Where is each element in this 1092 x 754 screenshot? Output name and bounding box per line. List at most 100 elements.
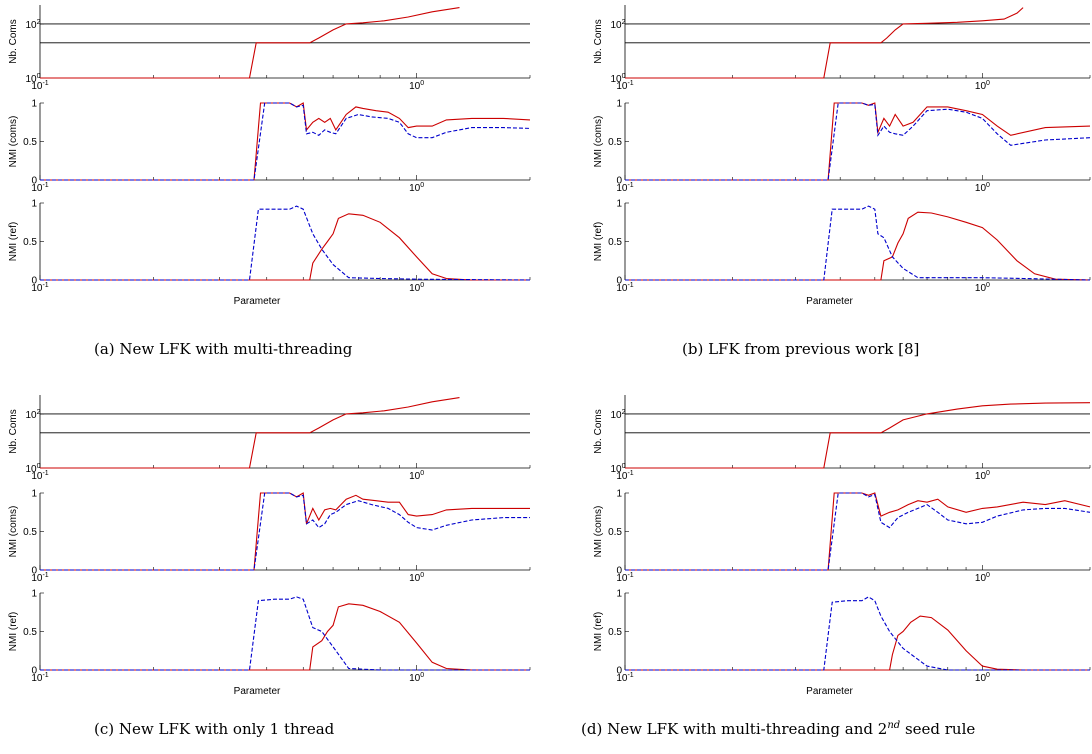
y-tick-label: 0.5 — [608, 627, 622, 638]
y-axis-label: NMI (ref) — [8, 612, 19, 651]
series-line-solid — [625, 7, 1024, 79]
y-axis-label: NMI (ref) — [593, 222, 604, 261]
x-axis-label: Parameter — [234, 296, 281, 307]
y-tick-label: 102 — [25, 19, 40, 31]
series-line-solid — [40, 213, 530, 281]
x-tick-label: 100 — [409, 182, 424, 194]
y-tick-label: 1 — [31, 199, 37, 210]
x-tick-label: 10-1 — [616, 470, 633, 482]
caption-d-suffix: seed rule — [900, 720, 976, 738]
series-line-dashed — [40, 205, 531, 281]
y-tick-label: 0.5 — [23, 527, 37, 538]
subplot-nmi-coms: 10-1 100 0 0.5 1 NMI (coms) — [8, 489, 531, 584]
y-tick-label: 100 — [25, 463, 40, 475]
caption-d-text: (d) New LFK with multi-threading and 2 — [581, 720, 888, 738]
x-tick-label: 100 — [975, 80, 990, 92]
y-axis-label: NMI (coms) — [8, 506, 19, 558]
x-tick-label: 100 — [975, 672, 990, 684]
y-axis-label: Nb. Coms — [593, 19, 604, 63]
y-tick-label: 0 — [31, 666, 37, 677]
y-tick-label: 102 — [610, 409, 625, 421]
x-tick-label: 10-1 — [616, 282, 633, 294]
x-tick-label: 10-1 — [31, 182, 48, 194]
y-axis-label: Nb. Coms — [593, 409, 604, 453]
y-axis-label: NMI (coms) — [593, 116, 604, 168]
subplot-nmi-ref: 10-1 100 0 0.5 1 NMI (ref) Parameter — [593, 589, 1091, 697]
series-line-dashed — [40, 596, 530, 671]
y-tick-label: 1 — [616, 199, 622, 210]
caption-d-superscript: nd — [887, 720, 901, 731]
x-tick-label: 10-1 — [616, 572, 633, 584]
y-tick-label: 0 — [616, 566, 622, 577]
y-tick-label: 0.5 — [608, 137, 622, 148]
y-tick-label: 1 — [31, 589, 37, 600]
y-tick-label: 100 — [610, 73, 625, 85]
y-axis-label: NMI (coms) — [8, 116, 19, 168]
y-tick-label: 0.5 — [608, 527, 622, 538]
y-tick-label: 0 — [616, 276, 622, 287]
series-line-solid — [625, 615, 1090, 671]
series-line-solid — [40, 397, 460, 469]
y-tick-label: 102 — [610, 19, 625, 31]
series-line-solid — [625, 402, 1091, 469]
caption-b-text: (b) LFK from previous work [8] — [682, 340, 920, 358]
caption-c-text: (c) New LFK with only 1 thread — [94, 720, 335, 738]
y-tick-label: 0 — [616, 176, 622, 187]
series-line-solid — [625, 492, 1091, 571]
caption-b: (b) LFK from previous work [8] — [682, 340, 919, 358]
x-tick-label: 100 — [409, 572, 424, 584]
series-line-dashed — [625, 596, 1090, 671]
series-line-solid — [40, 603, 530, 671]
series-line-solid — [40, 7, 460, 79]
x-tick-label: 10-1 — [31, 672, 48, 684]
subplot-nmi-ref: 10-1 100 0 0.5 1 NMI (ref) Parameter — [8, 589, 531, 697]
series-line-solid — [40, 102, 531, 181]
y-axis-label: Nb. Coms — [8, 19, 19, 63]
caption-a: (a) New LFK with multi-threading — [94, 340, 352, 358]
x-tick-label: 100 — [409, 282, 424, 294]
y-axis-label: NMI (ref) — [593, 612, 604, 651]
y-tick-label: 0.5 — [23, 137, 37, 148]
x-tick-label: 100 — [409, 672, 424, 684]
y-tick-label: 1 — [616, 489, 622, 500]
y-tick-label: 100 — [610, 463, 625, 475]
series-line-dashed — [40, 102, 531, 181]
y-tick-label: 0 — [31, 176, 37, 187]
x-tick-label: 10-1 — [31, 282, 48, 294]
caption-a-text: (a) New LFK with multi-threading — [94, 340, 353, 358]
series-line-solid — [625, 211, 1091, 281]
series-line-dashed — [625, 102, 1091, 181]
x-tick-label: 100 — [975, 572, 990, 584]
series-line-solid — [40, 492, 530, 571]
y-tick-label: 1 — [31, 99, 37, 110]
x-tick-label: 10-1 — [31, 572, 48, 584]
y-axis-label: NMI (ref) — [8, 222, 19, 261]
y-tick-label: 0.5 — [23, 237, 37, 248]
x-tick-label: 10-1 — [616, 80, 633, 92]
series-line-dashed — [625, 492, 1091, 571]
x-tick-label: 10-1 — [616, 672, 633, 684]
x-axis-label: Parameter — [806, 296, 853, 307]
x-tick-label: 100 — [975, 470, 990, 482]
y-tick-label: 1 — [616, 99, 622, 110]
subplot-nmi-coms: 10-1 100 0 0.5 1 NMI (coms) — [593, 99, 1091, 194]
x-tick-label: 10-1 — [31, 470, 48, 482]
caption-d: (d) New LFK with multi-threading and 2nd… — [581, 720, 975, 738]
y-tick-label: 102 — [25, 409, 40, 421]
series-line-solid — [625, 102, 1091, 181]
y-tick-label: 0.5 — [608, 237, 622, 248]
x-axis-label: Parameter — [234, 686, 281, 697]
caption-c: (c) New LFK with only 1 thread — [94, 720, 334, 738]
y-tick-label: 1 — [616, 589, 622, 600]
y-axis-label: Nb. Coms — [8, 409, 19, 453]
x-axis-label: Parameter — [806, 686, 853, 697]
